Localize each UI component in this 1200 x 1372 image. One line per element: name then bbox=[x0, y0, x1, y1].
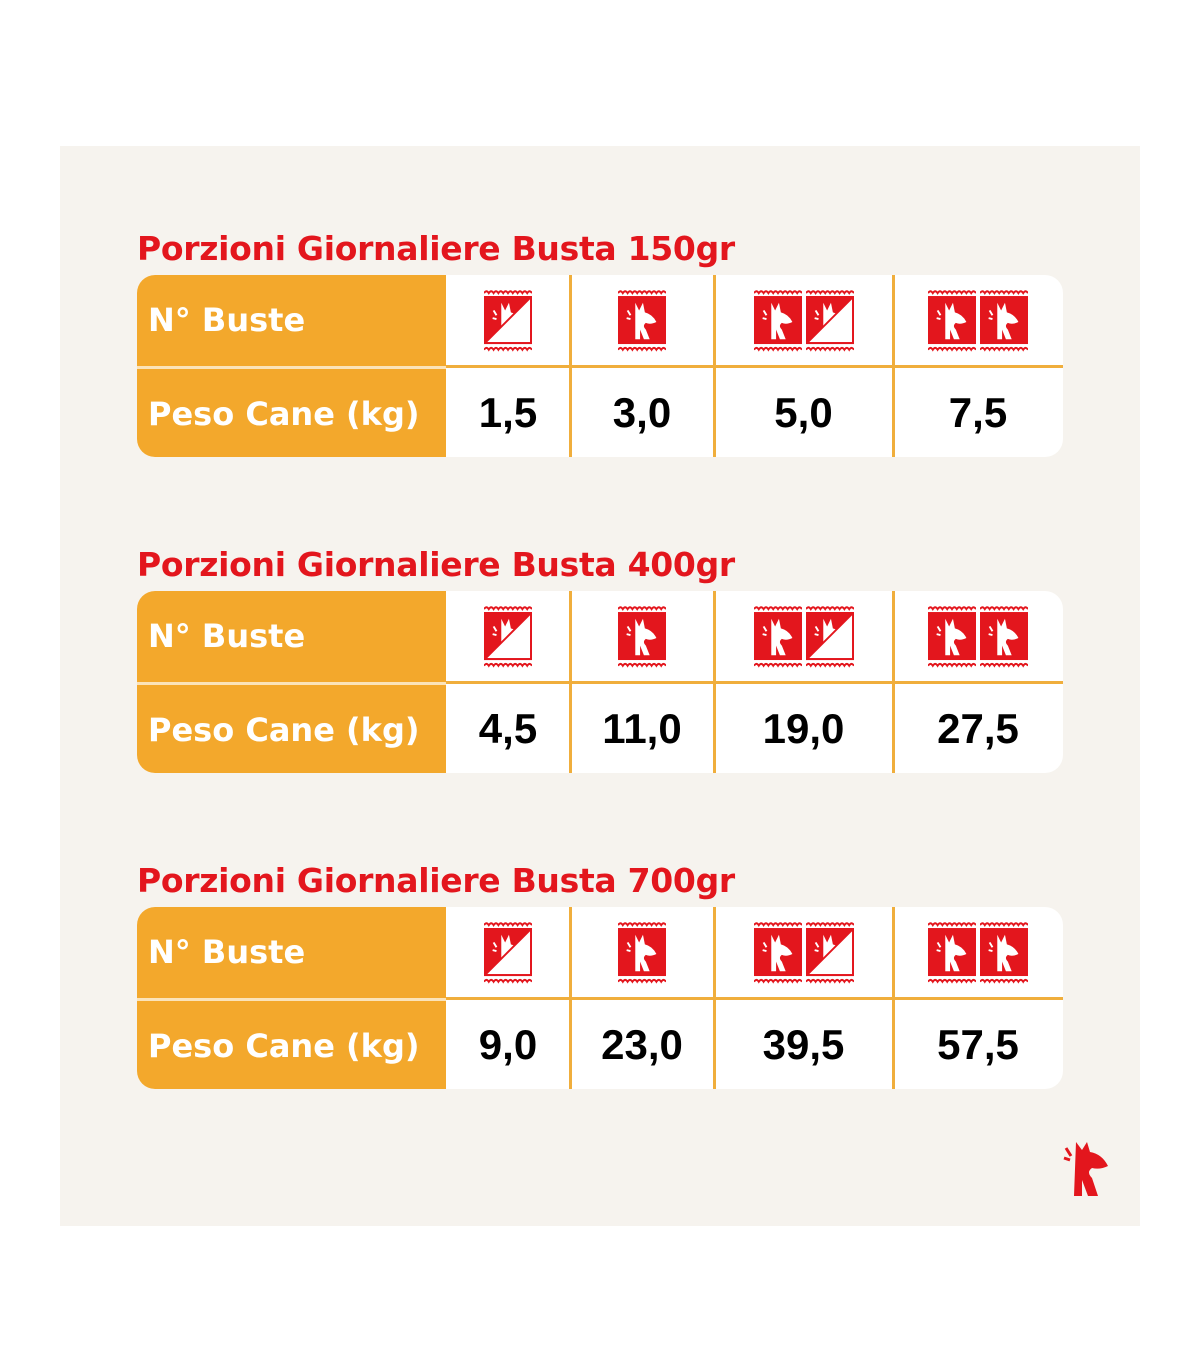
row-divider bbox=[446, 365, 1063, 368]
row-label-sachets: N° Buste bbox=[137, 591, 446, 682]
column-divider bbox=[569, 275, 572, 457]
dog-weight-value: 57,5 bbox=[937, 1020, 1019, 1068]
dog-sachet-icon bbox=[753, 605, 854, 669]
sachet-count-cell bbox=[570, 591, 714, 682]
dog-sachet-icon bbox=[928, 289, 1028, 353]
sachet-count-cell bbox=[446, 907, 570, 998]
table-title: Porzioni Giornaliere Busta 150gr bbox=[137, 229, 735, 268]
sachet-count-cell bbox=[570, 907, 714, 998]
column-divider bbox=[713, 275, 716, 457]
dog-sachet-icon bbox=[618, 605, 666, 669]
row-label-weight: Peso Cane (kg) bbox=[137, 998, 446, 1089]
row-label-sachets: N° Buste bbox=[137, 907, 446, 998]
weight-cell: 1,5 bbox=[446, 368, 570, 457]
row-divider bbox=[446, 681, 1063, 684]
dog-weight-value: 9,0 bbox=[478, 1020, 538, 1068]
weight-cell: 4,5 bbox=[446, 684, 570, 773]
dog-weight-value: 27,5 bbox=[937, 704, 1019, 752]
dog-sachet-icon bbox=[753, 289, 854, 353]
weight-cell: 19,0 bbox=[714, 684, 893, 773]
weight-cell: 11,0 bbox=[570, 684, 714, 773]
weight-cell: 3,0 bbox=[570, 368, 714, 457]
column-divider bbox=[569, 591, 572, 773]
weight-cell: 57,5 bbox=[893, 1000, 1063, 1089]
dog-weight-value: 7,5 bbox=[948, 388, 1008, 436]
row-divider bbox=[446, 997, 1063, 1000]
dog-weight-value: 11,0 bbox=[602, 704, 682, 752]
dog-sachet-icon bbox=[928, 921, 1028, 985]
dog-weight-value: 3,0 bbox=[612, 388, 672, 436]
column-divider bbox=[713, 907, 716, 1089]
sachet-count-cell bbox=[893, 591, 1063, 682]
table-title: Porzioni Giornaliere Busta 400gr bbox=[137, 545, 735, 584]
dog-sachet-icon bbox=[484, 605, 532, 669]
sachet-count-cell bbox=[893, 275, 1063, 366]
dog-weight-value: 23,0 bbox=[601, 1020, 683, 1068]
column-divider bbox=[713, 591, 716, 773]
sachet-count-cell bbox=[893, 907, 1063, 998]
sachet-count-cell bbox=[714, 907, 893, 998]
portion-card: Porzioni Giornaliere Busta 150gr N° Bust… bbox=[60, 146, 1140, 1226]
weight-cell: 7,5 bbox=[893, 368, 1063, 457]
sachet-count-cell bbox=[714, 591, 893, 682]
row-label-weight: Peso Cane (kg) bbox=[137, 682, 446, 773]
column-divider bbox=[892, 275, 895, 457]
weight-cell: 23,0 bbox=[570, 1000, 714, 1089]
dog-weight-value: 39,5 bbox=[762, 1020, 845, 1068]
portion-table: N° Buste Peso Cane (kg) 9,0 23,0 39,5 57… bbox=[137, 907, 1063, 1089]
row-label-sachets: N° Buste bbox=[137, 275, 446, 366]
dog-sachet-icon bbox=[618, 289, 666, 353]
dog-sachet-icon bbox=[928, 605, 1028, 669]
weight-cell: 27,5 bbox=[893, 684, 1063, 773]
portion-table: N° Buste Peso Cane (kg) 4,5 11,0 19,0 27… bbox=[137, 591, 1063, 773]
sachet-count-cell bbox=[446, 591, 570, 682]
dog-weight-value: 4,5 bbox=[478, 704, 538, 752]
column-divider bbox=[569, 907, 572, 1089]
weight-cell: 39,5 bbox=[714, 1000, 893, 1089]
sachet-count-cell bbox=[570, 275, 714, 366]
dog-weight-value: 5,0 bbox=[774, 388, 833, 436]
column-divider bbox=[892, 591, 895, 773]
weight-cell: 5,0 bbox=[714, 368, 893, 457]
portion-table: N° Buste Peso Cane (kg) 1,5 3,0 5,0 7,5 bbox=[137, 275, 1063, 457]
sachet-count-cell bbox=[714, 275, 893, 366]
table-title: Porzioni Giornaliere Busta 700gr bbox=[137, 861, 735, 900]
row-label-weight: Peso Cane (kg) bbox=[137, 366, 446, 457]
dog-sachet-icon bbox=[753, 921, 854, 985]
dog-sachet-icon bbox=[618, 921, 666, 985]
dog-logo-icon bbox=[1062, 1138, 1112, 1202]
weight-cell: 9,0 bbox=[446, 1000, 570, 1089]
dog-sachet-icon bbox=[484, 921, 532, 985]
dog-weight-value: 19,0 bbox=[762, 704, 845, 752]
dog-weight-value: 1,5 bbox=[478, 388, 538, 436]
column-divider bbox=[892, 907, 895, 1089]
sachet-count-cell bbox=[446, 275, 570, 366]
dog-sachet-icon bbox=[484, 289, 532, 353]
